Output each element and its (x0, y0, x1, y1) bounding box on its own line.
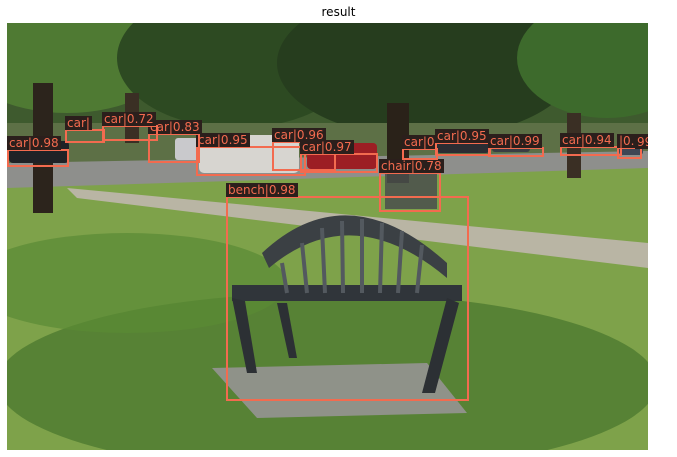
car-detection-5: car|0.83 (148, 120, 202, 163)
car-detection-1: car|0.98 (7, 136, 69, 167)
detection-label: chair|0.78 (379, 159, 444, 173)
photo: bench|0.98 chair|0.78 car|0.98 car|0.95 … (7, 23, 648, 450)
detection-label: car|0.72 (102, 112, 156, 126)
car-detection-7: car| (65, 116, 105, 143)
car-detection-6: car|0.72 (102, 112, 158, 141)
figure-title: result (321, 5, 356, 19)
car-detection-11: car|0.94 (560, 133, 622, 156)
car-detection-9: car|0.95 (435, 129, 491, 156)
detection-label: bench|0.98 (226, 183, 298, 197)
detection-label: car| (65, 116, 92, 130)
detection-label: car|0 (402, 135, 437, 149)
car-detection-10: car|0.99 (488, 134, 544, 157)
car-detection-4: car|0.97 (300, 140, 378, 173)
detection-label: car|0.98 (7, 136, 61, 150)
car-detection-13: 99 (635, 135, 648, 160)
detection-label: car|0.97 (300, 140, 354, 154)
detection-label: car|0.96 (272, 128, 326, 142)
park-scene (7, 23, 648, 450)
chair-detection: chair|0.78 (379, 159, 444, 212)
detection-label: car|0.95 (196, 133, 250, 147)
car-detection-8: car|0 (402, 135, 438, 160)
detection-label: 99 (635, 135, 648, 149)
detection-label: car|0.99 (488, 134, 542, 148)
detection-label: car|0.95 (435, 129, 489, 143)
detection-label: car|0.83 (148, 120, 202, 134)
bench-detection: bench|0.98 (226, 183, 469, 401)
detection-label: car|0.94 (560, 133, 614, 147)
